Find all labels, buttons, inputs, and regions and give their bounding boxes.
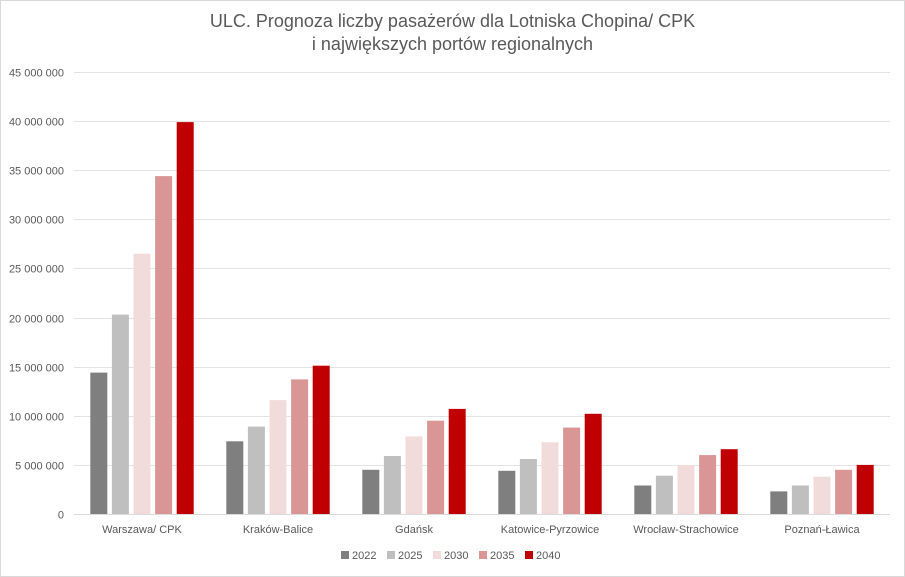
y-tick-label: 45 000 000 (9, 68, 64, 80)
legend: 2022 2025 2030 2035 2040 (341, 550, 560, 562)
bar-2022 (90, 372, 108, 514)
bar-2025 (247, 426, 265, 514)
bar-2035 (155, 176, 173, 514)
bar-2022 (362, 469, 380, 514)
bar-2025 (519, 459, 537, 514)
legend-swatch-2030 (433, 551, 441, 559)
bar-2040 (856, 464, 874, 514)
bar-2040 (312, 365, 330, 514)
y-tick-label: 5 000 000 (15, 461, 64, 473)
legend-label-2035: 2035 (490, 550, 514, 562)
bar-2030 (813, 476, 831, 514)
y-tick-label: 15 000 000 (9, 363, 64, 375)
y-tick-label: 25 000 000 (9, 264, 64, 276)
bar-2035 (699, 455, 717, 514)
chart-title-line-1: ULC. Prognoza liczby pasażerów dla Lotni… (209, 11, 696, 31)
bar-2022 (498, 470, 516, 514)
y-tick-label: 35 000 000 (9, 166, 64, 178)
bar-2035 (427, 420, 445, 514)
y-tick-label: 10 000 000 (9, 412, 64, 424)
bar-2030 (133, 253, 151, 514)
bar-2030 (541, 442, 559, 514)
legend-swatch-2040 (525, 551, 533, 559)
bar-2022 (226, 441, 244, 514)
bar-2025 (111, 314, 129, 514)
bar-2040 (448, 408, 466, 514)
bar-2035 (835, 469, 853, 514)
x-tick-label: Poznań-Ławica (784, 524, 860, 536)
x-tick-label: Katowice-Pyrzowice (501, 524, 599, 536)
chart-title: ULC. Prognoza liczby pasażerów dla Lotni… (0, 10, 905, 56)
gridlines (74, 72, 890, 515)
bar-2025 (655, 475, 673, 514)
bar-2035 (291, 379, 309, 514)
bar-2040 (720, 449, 738, 514)
x-tick-label: Gdańsk (395, 524, 433, 536)
y-tick-label: 40 000 000 (9, 117, 64, 129)
x-axis-tick-labels: Warszawa/ CPK Kraków-Balice Gdańsk Katowice… (102, 524, 860, 536)
x-tick-label: Kraków-Balice (243, 524, 313, 536)
legend-label-2022: 2022 (352, 550, 376, 562)
bar-2030 (405, 436, 423, 514)
bar-2035 (563, 427, 581, 514)
legend-swatch-2035 (479, 551, 487, 559)
y-tick-label: 20 000 000 (9, 314, 64, 326)
y-tick-label: 30 000 000 (9, 215, 64, 227)
chart-title-line-2: i największych portów regionalnych (311, 34, 594, 54)
bar-2030 (269, 400, 287, 514)
legend-swatch-2025 (387, 551, 395, 559)
bar-2030 (677, 464, 695, 514)
y-tick-label: 0 (58, 510, 64, 522)
bar-2025 (383, 456, 401, 514)
bar-2040 (176, 122, 194, 514)
bar-2040 (584, 413, 602, 514)
x-tick-label: Wrocław-Strachowice (633, 524, 739, 536)
bar-2025 (791, 485, 809, 514)
bar-2022 (770, 491, 788, 514)
y-axis-tick-labels: 0 5 000 000 10 000 000 15 000 000 20 000 000… (9, 68, 64, 522)
legend-swatch-2022 (341, 551, 349, 559)
legend-label-2040: 2040 (536, 550, 560, 562)
bar-2022 (634, 485, 652, 514)
x-tick-label: Warszawa/ CPK (102, 524, 182, 536)
legend-label-2030: 2030 (444, 550, 468, 562)
bars (90, 122, 874, 514)
legend-label-2025: 2025 (398, 550, 422, 562)
